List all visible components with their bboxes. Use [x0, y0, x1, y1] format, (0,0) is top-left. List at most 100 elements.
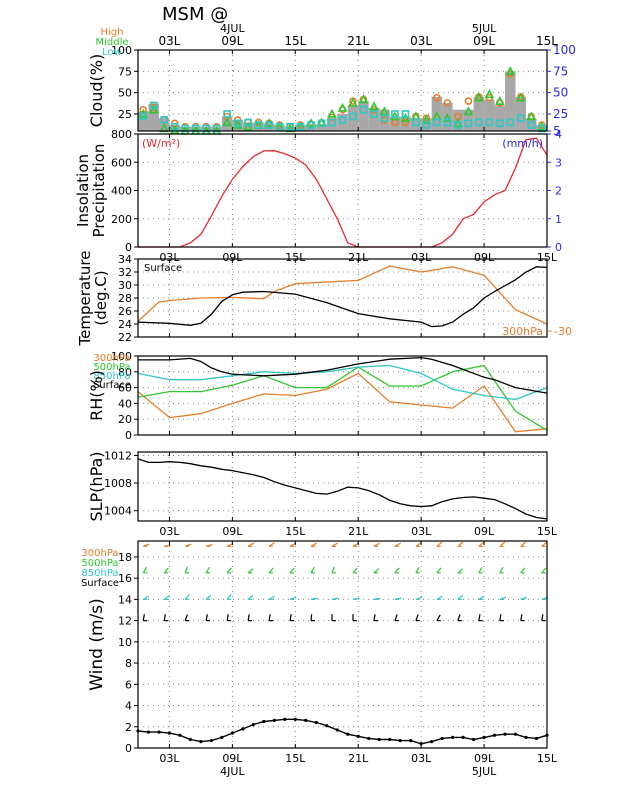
cloud-bar [221, 116, 233, 131]
cloud-low-point [149, 101, 158, 110]
temperature-ytick-label: 28 [118, 292, 132, 305]
cloud-middle-point [148, 104, 159, 114]
cloud-middle-point [222, 117, 232, 127]
wind-barb-500hpa [499, 566, 504, 574]
wind-barb-500hpa [310, 566, 315, 574]
wind-surface-line [137, 718, 548, 745]
wind-surface-point [178, 733, 182, 737]
wind-legend-300hpa: 300hPa [81, 548, 118, 559]
cloud-middle-point [484, 89, 495, 99]
insolation-line [138, 137, 548, 248]
cloud-right-tick-label: 25 [553, 107, 568, 121]
insolation-xtick-label: 09L [474, 251, 495, 264]
wind-surface-point [146, 730, 151, 734]
rh-legend-surface: Surface [93, 380, 131, 391]
precip-right-tick-label: 4 [555, 128, 562, 141]
cloud-bar [379, 109, 390, 131]
slp-xtick-label: 21L [348, 525, 369, 538]
top-xtick-label: 09L [221, 34, 243, 48]
wind-surface-point [461, 735, 465, 739]
temperature-surface-line [137, 266, 548, 328]
wind-barb-surface [520, 614, 523, 621]
cloud-middle-point [453, 118, 463, 128]
slp-ytick-label: 1004 [104, 505, 132, 518]
wind-barb-surface [205, 614, 208, 621]
wind-barb-500hpa [142, 566, 148, 574]
precip-unit: (mm/h) [502, 137, 543, 150]
cloud-high-point [401, 118, 410, 127]
cloud-low-point [433, 118, 441, 127]
wind-barb-300hpa [415, 542, 422, 547]
slp-frame [137, 451, 548, 522]
top-xtick-label: 15L [536, 34, 558, 48]
wind-surface-point [356, 734, 360, 738]
cloud-high-point [464, 97, 473, 105]
cloud-low-point [401, 110, 410, 118]
cloud-middle-point [327, 108, 337, 118]
cloud-low-point [296, 122, 305, 131]
cloud-low-point [328, 118, 336, 127]
cloud-low-point [506, 118, 515, 127]
cloud-bar [232, 119, 243, 131]
insolation-xtick-label: 03L [411, 251, 432, 264]
wind-surface-point [157, 730, 161, 734]
wind-barb-500hpa [520, 567, 526, 574]
wind-barb-300hpa [457, 541, 464, 547]
wind-barb-300hpa [436, 541, 443, 547]
cloud-bar [389, 116, 401, 131]
wind-surface-point [220, 735, 224, 739]
insolation-ytick-label: 800 [111, 128, 132, 141]
insolation-xtick-label: 03L [159, 251, 180, 264]
cloud-middle-point [264, 118, 274, 128]
wind-surface-point [314, 720, 318, 725]
cloud-middle-point [526, 111, 537, 121]
wind-xtick-label: 15L [285, 752, 306, 765]
cloud-low-point [338, 116, 347, 124]
wind-barb-300hpa [541, 541, 548, 547]
insolation-ytick-label: 600 [111, 156, 132, 169]
cloud-high-point [433, 93, 441, 102]
cloud-bar [326, 118, 338, 131]
insolation-ytick-label: 0 [125, 241, 132, 254]
wind-surface-point [451, 735, 455, 739]
rh-legend-850hpa: 850hPa [93, 371, 130, 382]
cloud-low-point [412, 118, 420, 127]
wind-surface-point [262, 719, 266, 724]
cloud-right-tick-label: 50 [553, 86, 568, 100]
wind-barb-surface [289, 614, 292, 621]
slp-xtick-label: 15L [537, 525, 558, 538]
cloud-bar [421, 118, 432, 131]
wind-surface-point [283, 717, 287, 721]
rh-surface-line [138, 356, 548, 394]
cloud-low-point [223, 110, 231, 118]
cloud-low-point [516, 114, 525, 123]
temperature-ytick-label: 32 [118, 266, 132, 279]
cloud-ytick-label: 25 [118, 108, 132, 121]
cloud-bar [494, 105, 506, 131]
cloud-middle-point [473, 92, 484, 102]
wind-surface-point [409, 738, 413, 743]
temperature-surface-label: Surface [144, 263, 182, 274]
temperature-ytick-label: 22 [118, 331, 132, 344]
wind-barb-850hpa [247, 594, 254, 600]
date-label: 5JUL [472, 22, 497, 35]
cloud-middle-point [358, 94, 369, 104]
cloud-middle-point [421, 114, 432, 124]
cloud-bar [473, 96, 485, 131]
wind-barb-500hpa [247, 568, 254, 574]
wind-surface-point [304, 718, 308, 723]
wind-barb-surface [247, 614, 250, 621]
temperature-ylabel: Temperature [76, 250, 94, 346]
cloud-bar [515, 96, 527, 131]
slp-ylabel: SLP(hPa) [87, 451, 106, 521]
cloud-high-point [443, 99, 452, 107]
wind-barb-500hpa [289, 567, 295, 574]
wind-ytick-label: 4 [125, 700, 132, 713]
wind-surface-point [377, 737, 381, 742]
cloud-middle-point [243, 121, 253, 131]
cloud-middle-point [515, 92, 526, 102]
temperature-300hpa-tick-label: -30 [554, 325, 572, 338]
wind-barb-surface [541, 614, 544, 621]
temperature-ytick-label: 30 [118, 279, 132, 292]
